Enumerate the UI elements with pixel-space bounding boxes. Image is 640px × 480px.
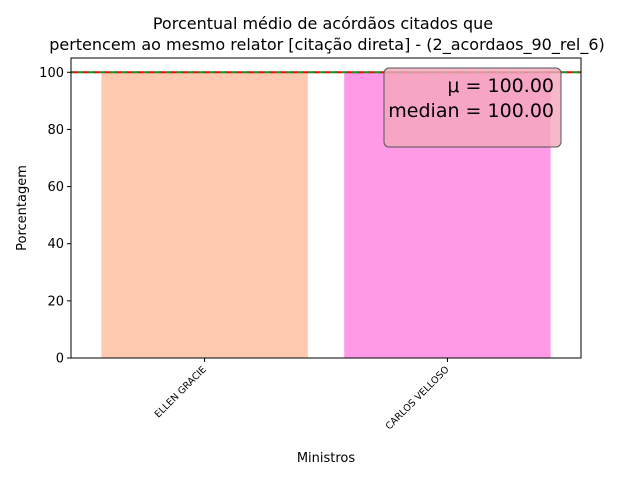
plot-frame: [70, 57, 582, 359]
stats-median-text: median = 100.00: [388, 100, 554, 122]
y-tick-label: 0: [56, 352, 64, 367]
x-axis-label: Ministros: [297, 451, 356, 466]
stats-box-background: [383, 67, 562, 148]
stats-mean-text: μ = 100.00: [447, 75, 554, 97]
y-tick-label: 100: [39, 66, 64, 81]
y-axis: 0 20 40 60 80 100: [39, 66, 71, 367]
x-axis: ELLEN GRACIE CARLOS VELLOSO: [153, 358, 452, 432]
x-tick-label: ELLEN GRACIE: [153, 364, 209, 420]
bar-0: [101, 72, 308, 359]
y-tick-label: 60: [47, 180, 64, 195]
x-tick-label: CARLOS VELLOSO: [384, 364, 452, 432]
y-tick-label: 40: [47, 237, 64, 252]
y-axis-label: Porcentagem: [15, 165, 30, 251]
y-tick-label: 80: [47, 123, 64, 138]
chart-title-line-1: Porcentual médio de acórdãos citados que: [153, 14, 493, 33]
chart-title-line-2: pertencem ao mesmo relator [citação dire…: [49, 35, 605, 55]
stats-box: μ = 100.00 median = 100.00: [383, 67, 562, 148]
y-tick-label: 20: [47, 294, 64, 309]
